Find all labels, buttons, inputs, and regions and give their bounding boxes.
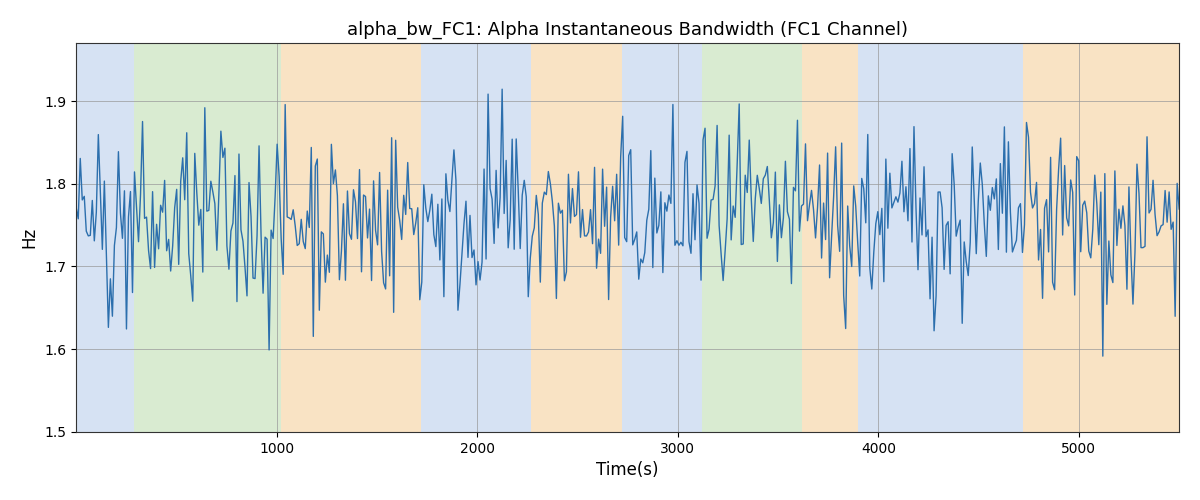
Bar xyxy=(134,43,281,432)
Bar xyxy=(622,43,702,432)
Bar xyxy=(702,43,802,432)
Bar xyxy=(858,43,1022,432)
Bar xyxy=(421,43,532,432)
Bar xyxy=(281,43,421,432)
Y-axis label: Hz: Hz xyxy=(20,227,38,248)
X-axis label: Time(s): Time(s) xyxy=(596,461,659,479)
Bar xyxy=(77,43,134,432)
Bar xyxy=(532,43,622,432)
Bar xyxy=(802,43,858,432)
Bar xyxy=(1022,43,1180,432)
Title: alpha_bw_FC1: Alpha Instantaneous Bandwidth (FC1 Channel): alpha_bw_FC1: Alpha Instantaneous Bandwi… xyxy=(347,21,908,39)
